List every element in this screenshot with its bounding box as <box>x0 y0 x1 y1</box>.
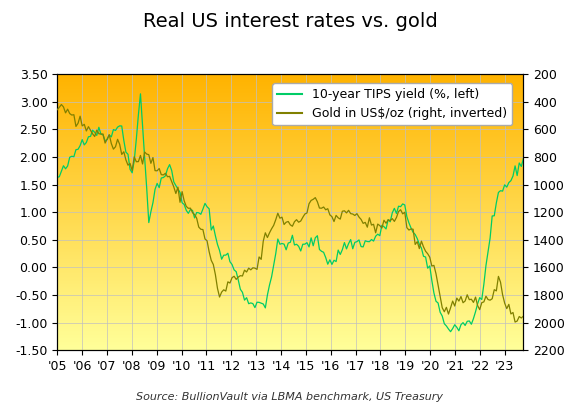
Text: Source: BullionVault via LBMA benchmark, US Treasury: Source: BullionVault via LBMA benchmark,… <box>136 392 444 402</box>
Text: Real US interest rates vs. gold: Real US interest rates vs. gold <box>143 12 437 31</box>
Legend: 10-year TIPS yield (%, left), Gold in US$/oz (right, inverted): 10-year TIPS yield (%, left), Gold in US… <box>273 83 513 126</box>
